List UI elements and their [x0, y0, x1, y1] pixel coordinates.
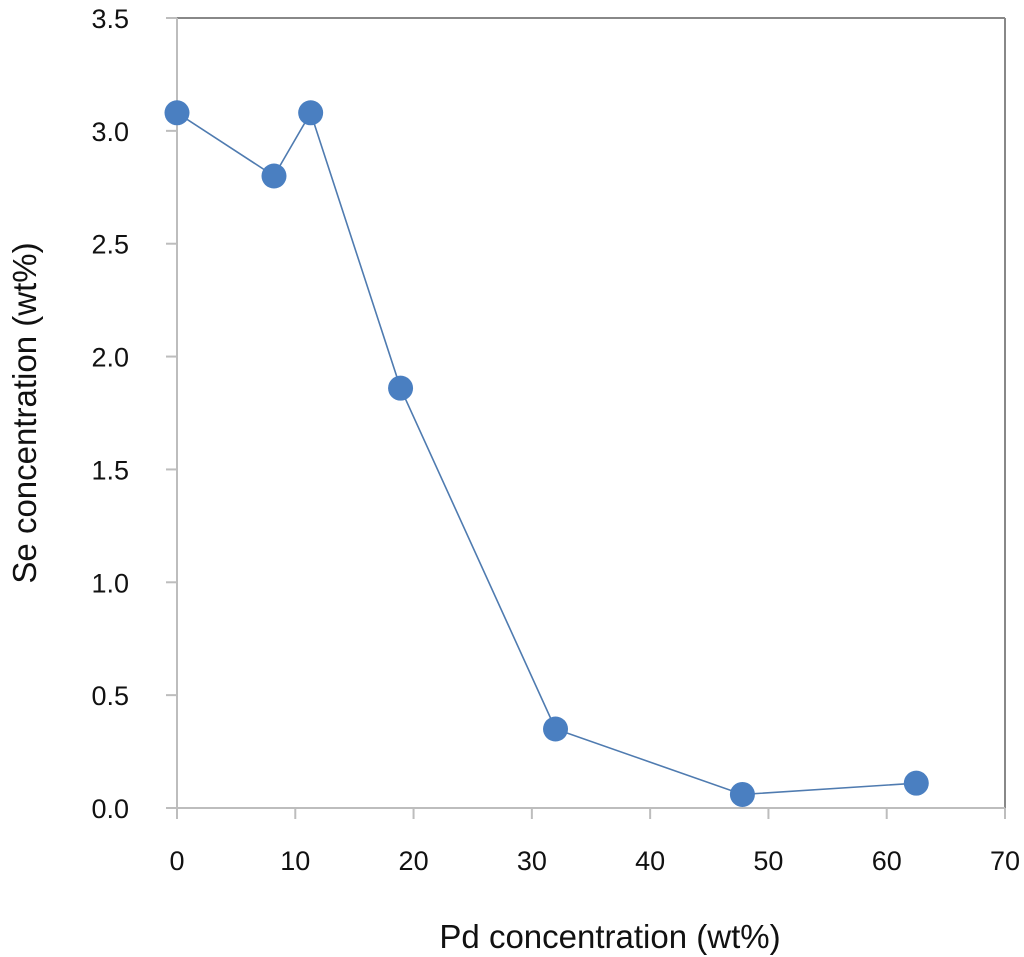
y-tick-label: 3.0 [91, 117, 129, 147]
y-axis-title: Se concentration (wt%) [6, 242, 43, 583]
x-tick-label: 10 [280, 846, 310, 876]
x-tick-label: 70 [990, 846, 1020, 876]
y-tick-label: 1.0 [91, 568, 129, 598]
y-tick-label: 0.5 [91, 681, 129, 711]
y-tick-label: 1.5 [91, 455, 129, 485]
series-layer [164, 100, 929, 807]
y-tick-label: 0.0 [91, 794, 129, 824]
data-point [903, 770, 929, 796]
data-point [729, 781, 755, 807]
data-point [543, 716, 569, 742]
x-tick-label: 50 [753, 846, 783, 876]
series-line [176, 110, 917, 796]
plot-frame [166, 17, 1006, 819]
y-tick-label: 3.5 [91, 4, 129, 34]
y-tick-label: 2.0 [91, 343, 129, 373]
data-point [261, 163, 287, 189]
x-axis-title: Pd concentration (wt%) [439, 918, 780, 955]
data-point [388, 375, 414, 401]
data-point [298, 100, 324, 126]
y-tick-label: 2.5 [91, 230, 129, 260]
data-point [164, 100, 190, 126]
x-tick-label: 40 [635, 846, 665, 876]
x-tick-label: 0 [169, 846, 184, 876]
x-tick-label: 20 [399, 846, 429, 876]
y-axis: 0.0 0.5 1.0 1.5 2.0 2.5 3.0 3.5 [91, 4, 177, 824]
x-tick-label: 30 [517, 846, 547, 876]
x-axis: 0 10 20 30 40 50 60 70 [169, 808, 1020, 876]
x-tick-label: 60 [872, 846, 902, 876]
